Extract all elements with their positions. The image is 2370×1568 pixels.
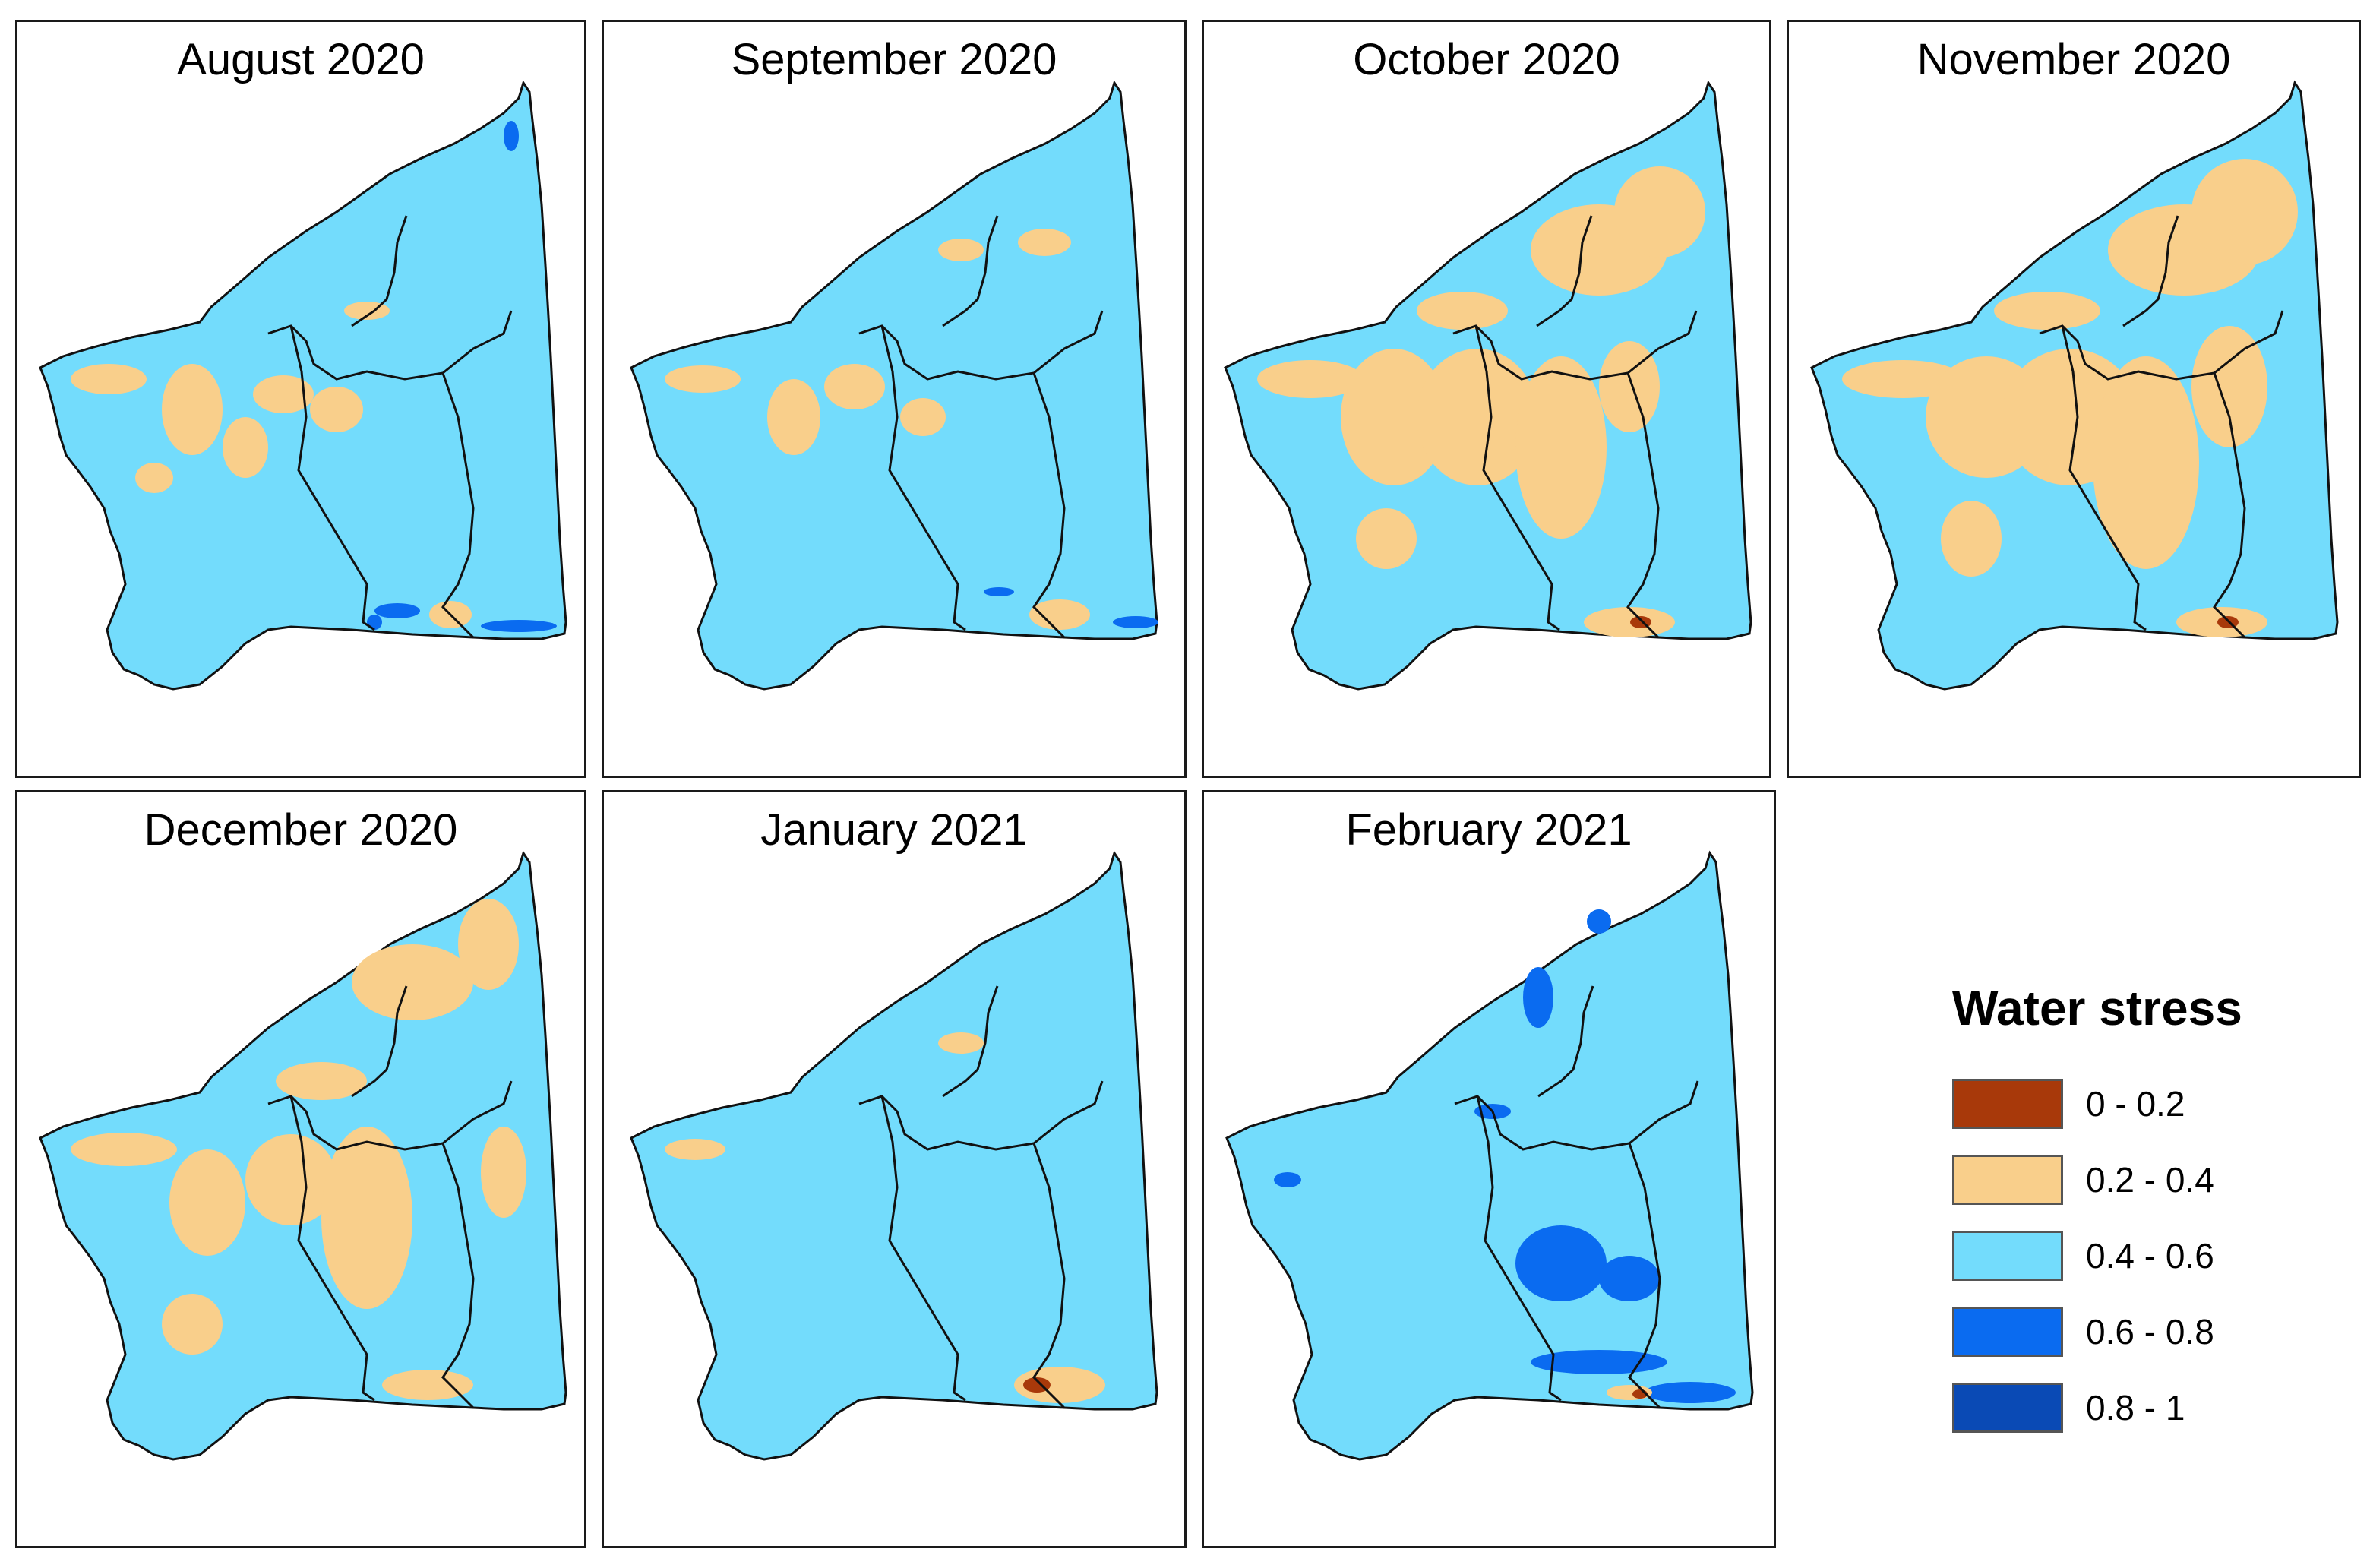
district-boundaries xyxy=(858,985,1104,1409)
stress-patches-low xyxy=(1257,166,1705,637)
map-region xyxy=(630,850,1158,1461)
district-map xyxy=(630,80,1158,691)
stress-patches-low xyxy=(665,1032,1105,1403)
map-panel-january-2021: January 2021 xyxy=(602,790,1187,1548)
legend-label: 0.8 - 1 xyxy=(2086,1388,2185,1427)
map-panel-october-2020: October 2020 xyxy=(1202,20,1771,778)
district-map xyxy=(1224,80,1752,691)
map-panel-november-2020: November 2020 xyxy=(1787,20,2361,778)
map-panel-february-2021: February 2021 xyxy=(1202,790,1776,1548)
legend-title: Water stress xyxy=(1952,981,2242,1035)
legend-label: 0.6 - 0.8 xyxy=(2086,1312,2214,1351)
district-boundaries xyxy=(1454,985,1699,1409)
map-region xyxy=(1224,80,1752,691)
district-map xyxy=(39,850,567,1461)
legend: Water stress 0 - 0.2 0.2 - 0.4 0.4 - 0.6… xyxy=(1945,980,2340,1466)
stress-patches-low xyxy=(71,302,472,628)
panel-title: August 2020 xyxy=(177,35,425,84)
district-boundaries xyxy=(2039,215,2284,639)
panel-title: February 2021 xyxy=(1345,805,1632,855)
map-panel-september-2020: September 2020 xyxy=(602,20,1187,778)
panel-title: January 2021 xyxy=(760,805,1028,855)
map-panel-december-2020: December 2020 xyxy=(15,790,586,1548)
stress-patches-low xyxy=(665,229,1090,630)
legend-label: 0.2 - 0.4 xyxy=(2086,1160,2214,1200)
legend-label: 0.4 - 0.6 xyxy=(2086,1236,2214,1276)
map-panel-august-2020: August 2020 xyxy=(15,20,586,778)
legend-swatch xyxy=(1952,1231,2063,1281)
district-boundaries xyxy=(1452,215,1698,639)
district-boundaries xyxy=(858,215,1104,639)
district-boundaries xyxy=(267,215,513,639)
district-map xyxy=(1225,850,1754,1461)
legend-swatch xyxy=(1952,1079,2063,1129)
district-map xyxy=(630,850,1158,1461)
legend-swatch xyxy=(1952,1155,2063,1205)
district-map xyxy=(39,80,567,691)
panel-title: October 2020 xyxy=(1353,35,1620,84)
district-map xyxy=(1810,80,2339,691)
legend-swatch xyxy=(1952,1307,2063,1357)
stress-patches-low xyxy=(1842,159,2298,637)
legend-label: 0 - 0.2 xyxy=(2086,1084,2185,1124)
map-region xyxy=(39,80,567,691)
map-region xyxy=(1225,850,1754,1461)
panel-title: November 2020 xyxy=(1917,35,2231,84)
district-boundaries xyxy=(267,985,513,1409)
map-region xyxy=(630,80,1158,691)
stress-patches-high xyxy=(984,587,1158,628)
map-region xyxy=(1810,80,2339,691)
stress-patches-high xyxy=(1274,909,1736,1403)
map-region xyxy=(39,850,567,1461)
panel-title: December 2020 xyxy=(144,805,458,855)
panel-title: September 2020 xyxy=(731,35,1057,84)
legend-swatch xyxy=(1952,1383,2063,1433)
stress-patches-low xyxy=(71,899,526,1400)
